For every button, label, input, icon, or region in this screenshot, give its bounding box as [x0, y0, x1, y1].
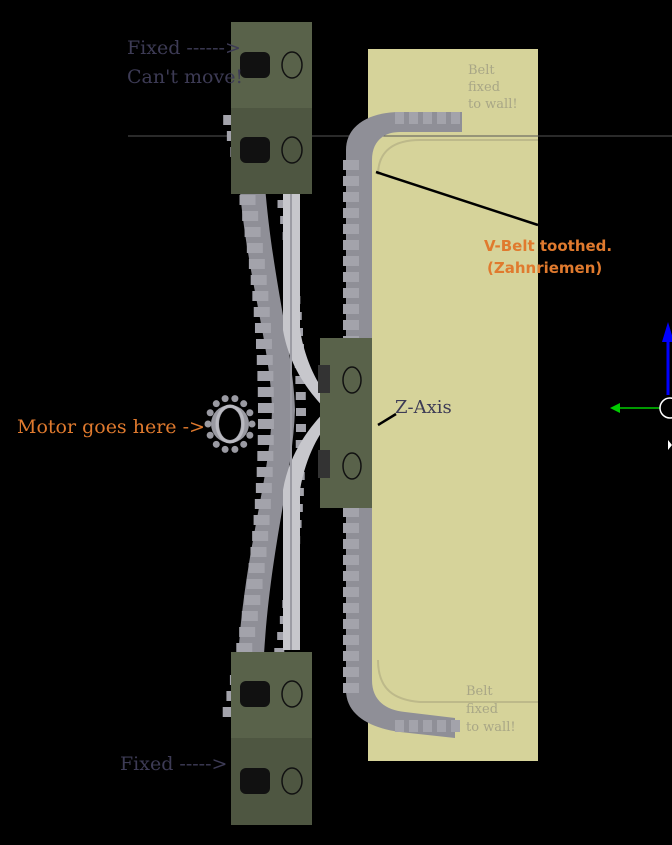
- z-axis-pointer-line: [377, 412, 397, 427]
- label-vbelt-1: V-Belt toothed.: [484, 237, 612, 255]
- motor-gear-icon: [204, 395, 256, 453]
- label-belt-top-3: to wall!: [468, 97, 518, 112]
- z-axis-carriage: [318, 338, 372, 508]
- label-vbelt-2: (Zahnriemen): [487, 259, 602, 277]
- wall-panel: [368, 49, 538, 761]
- label-z-axis: Z-Axis: [395, 397, 452, 418]
- label-motor: Motor goes here ->: [17, 416, 205, 438]
- label-belt-bottom-1: Belt: [466, 684, 493, 699]
- vbelt-pointer-line: [375, 170, 539, 227]
- label-fixed-bottom: Fixed ----->: [120, 753, 227, 775]
- label-belt-top-1: Belt: [468, 63, 495, 78]
- wall-belt-curve-top: [377, 139, 538, 176]
- bottom-fixed-block: [231, 652, 312, 825]
- label-fixed-top-2: Can't move!: [127, 66, 243, 88]
- top-fixed-block: [231, 22, 312, 194]
- wall-belt-curve-bottom: [377, 659, 538, 703]
- label-belt-bottom-2: fixed: [466, 702, 498, 717]
- label-fixed-top-1: Fixed ------>: [127, 37, 241, 59]
- axis-gizmo: [610, 322, 672, 450]
- label-belt-top-2: fixed: [468, 80, 500, 95]
- guide-rails: [283, 190, 332, 650]
- label-belt-bottom-3: to wall!: [466, 720, 516, 735]
